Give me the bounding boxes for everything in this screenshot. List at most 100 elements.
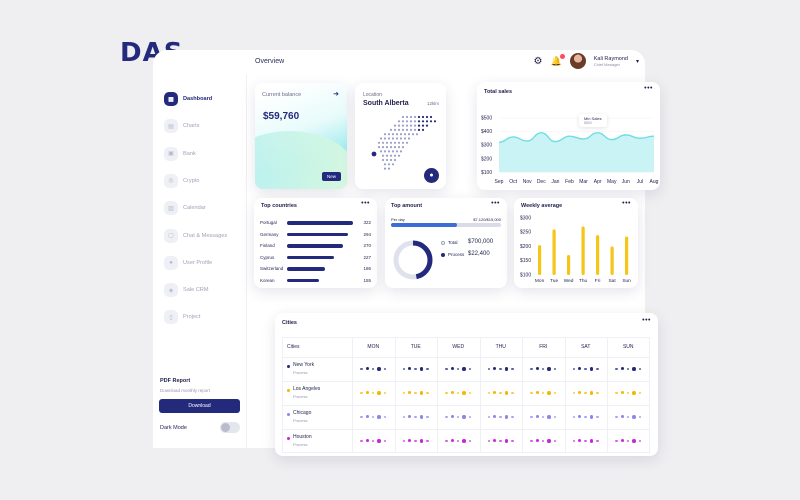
map-dot: [379, 137, 383, 140]
arrow-right-icon[interactable]: ➜: [333, 91, 339, 98]
map-dot: [399, 137, 403, 140]
toggle-knob: [221, 423, 230, 432]
country-bar: [287, 255, 334, 259]
sidebar-item-charts[interactable]: ▤ Charts: [164, 118, 244, 134]
row-divider: [282, 381, 650, 382]
new-button[interactable]: New: [321, 172, 341, 181]
city-day-dots: [607, 367, 650, 371]
sidebar-item-bank[interactable]: ▣ Bank: [164, 146, 244, 162]
grid-icon: ▦: [164, 92, 178, 106]
activity-dot: [487, 415, 491, 418]
day-header-sat: SAT: [581, 344, 591, 350]
balance-card[interactable]: Current balance ➜ $59,760 New: [255, 83, 347, 189]
activity-dot: [450, 439, 454, 443]
map-dot: [391, 133, 395, 136]
activity-dot: [541, 439, 545, 442]
activity-dot: [620, 439, 624, 443]
map-dot: [379, 150, 383, 153]
weekly-bar: [610, 246, 614, 275]
more-icon[interactable]: •••: [642, 317, 651, 324]
dark-mode-toggle[interactable]: [220, 422, 240, 433]
activity-dot: [535, 391, 539, 395]
activity-dot: [584, 391, 587, 394]
gear-icon[interactable]: ⚙: [533, 55, 543, 67]
activity-dot: [383, 439, 387, 442]
activity-dot: [553, 391, 557, 394]
activity-dot: [572, 415, 576, 418]
sidebar-item-dashboard[interactable]: ▦ Dashboard: [164, 91, 244, 107]
map-dot: [429, 115, 433, 119]
city-day-dots: [480, 439, 523, 443]
x-tick-label: Nov: [523, 179, 532, 185]
x-tick-label: Thu: [579, 278, 588, 284]
x-tick-label: Apr: [594, 179, 602, 185]
sidebar-item-sale-crm[interactable]: ◈ Sale CRM: [164, 282, 244, 298]
per-day-label: Per day: [391, 217, 405, 222]
map-dot: [383, 167, 387, 170]
activity-dot: [578, 391, 582, 395]
country-value: 322: [363, 220, 371, 225]
day-column: [564, 337, 608, 453]
map-dot: [395, 137, 399, 140]
map-dot: [377, 141, 381, 144]
y-tick-label: $200: [481, 156, 492, 162]
country-value: 270: [363, 243, 371, 248]
sidebar-item-crypto[interactable]: ◎ Crypto: [164, 173, 244, 189]
sidebar-item-chat-messages[interactable]: ▢ Chat & Messages: [164, 228, 244, 244]
bell-icon[interactable]: 🔔: [551, 53, 565, 67]
avatar[interactable]: [569, 53, 586, 69]
city-name[interactable]: New York: [293, 362, 315, 368]
more-icon[interactable]: •••: [622, 200, 631, 207]
map-dot: [415, 133, 419, 136]
city-day-dots: [352, 391, 395, 395]
x-tick-label: Mar: [579, 179, 588, 185]
top-countries-title: Top countries: [261, 203, 297, 209]
x-tick-label: Mon: [535, 278, 545, 284]
map-dot: [383, 133, 387, 136]
city-name[interactable]: Houston: [293, 434, 312, 440]
city-day-dots: [395, 439, 438, 443]
activity-dot: [414, 391, 417, 394]
pin-icon[interactable]: ●: [424, 168, 439, 183]
day-header-fri: FRI: [539, 344, 548, 350]
user-info[interactable]: Kali Raymond Chief Manager: [594, 56, 628, 67]
activity-dot: [468, 415, 472, 418]
city-name[interactable]: Los Angeles: [293, 386, 321, 392]
sidebar-item-project[interactable]: ▯ Project: [164, 309, 244, 325]
row-divider: [282, 405, 650, 406]
map-dot: [391, 150, 395, 153]
activity-dot: [553, 439, 557, 442]
city-day-dots: [522, 391, 565, 395]
more-icon[interactable]: •••: [361, 200, 370, 207]
process-value: $22,400: [468, 251, 490, 257]
map-dot: [393, 158, 397, 162]
country-bar: [287, 232, 348, 236]
activity-dot: [499, 367, 502, 370]
sidebar-item-calendar[interactable]: ▥ Calendar: [164, 200, 244, 216]
map-dot: [421, 124, 425, 127]
y-tick-label: $100: [481, 170, 492, 176]
chevron-down-icon[interactable]: ▾: [635, 58, 639, 65]
activity-dot: [383, 391, 387, 394]
map-dot: [421, 120, 425, 123]
calendar-icon: ▥: [164, 201, 178, 216]
country-name: Germany: [260, 231, 279, 237]
activity-dot: [419, 391, 424, 395]
activity-dot: [632, 391, 636, 395]
dot-map: [371, 115, 437, 170]
more-icon[interactable]: •••: [491, 200, 500, 207]
activity-dot: [365, 391, 369, 395]
weekly-bar: [538, 245, 542, 275]
sidebar-item-label: Charts: [183, 123, 200, 130]
activity-dot: [584, 439, 587, 442]
activity-dot: [462, 367, 466, 371]
city-day-dots: [437, 367, 480, 371]
sidebar-item-user-profile[interactable]: ● User Profile: [164, 255, 244, 271]
more-icon[interactable]: •••: [644, 85, 653, 92]
map-dot: [409, 120, 413, 123]
download-button[interactable]: Download: [159, 399, 240, 413]
activity-dot: [360, 439, 363, 442]
city-name[interactable]: Chicago: [293, 410, 312, 416]
city-day-dots: [522, 415, 565, 419]
map-dot: [395, 150, 399, 153]
